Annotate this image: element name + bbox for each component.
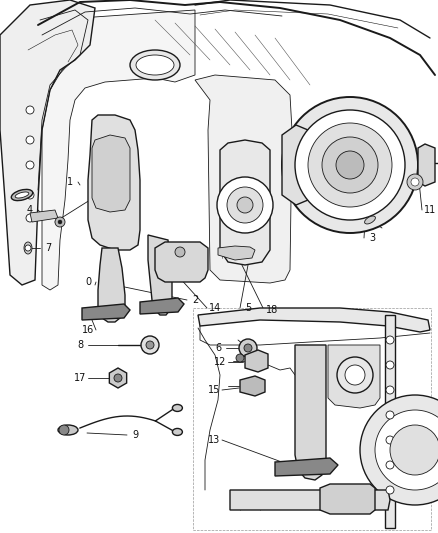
Polygon shape: [230, 490, 390, 510]
Polygon shape: [320, 484, 375, 514]
Circle shape: [114, 374, 122, 382]
Circle shape: [59, 425, 69, 435]
Text: 12: 12: [214, 357, 226, 367]
Circle shape: [386, 461, 394, 469]
Polygon shape: [195, 75, 292, 283]
Text: 15: 15: [208, 385, 220, 395]
Text: 4: 4: [27, 205, 33, 215]
Ellipse shape: [24, 242, 32, 254]
Text: 8: 8: [77, 340, 83, 350]
Text: 7: 7: [45, 243, 51, 253]
Text: 5: 5: [245, 303, 251, 313]
Text: 14: 14: [209, 303, 221, 313]
Circle shape: [244, 344, 252, 352]
Circle shape: [227, 187, 263, 223]
Circle shape: [141, 336, 159, 354]
Circle shape: [375, 410, 438, 490]
Circle shape: [55, 217, 65, 227]
Circle shape: [239, 339, 257, 357]
Polygon shape: [42, 10, 195, 290]
Polygon shape: [155, 242, 208, 282]
Ellipse shape: [130, 50, 180, 80]
Circle shape: [322, 137, 378, 193]
Polygon shape: [82, 304, 130, 320]
Polygon shape: [92, 135, 130, 212]
Ellipse shape: [15, 192, 29, 198]
Circle shape: [386, 386, 394, 394]
Polygon shape: [98, 248, 125, 322]
Polygon shape: [282, 125, 315, 205]
Polygon shape: [148, 235, 172, 315]
Ellipse shape: [173, 429, 182, 435]
Text: 3: 3: [369, 233, 375, 243]
Polygon shape: [385, 315, 395, 528]
Circle shape: [26, 106, 34, 114]
Circle shape: [26, 191, 34, 199]
Circle shape: [26, 161, 34, 169]
Circle shape: [58, 220, 62, 224]
Circle shape: [175, 247, 185, 257]
Circle shape: [411, 178, 419, 186]
Polygon shape: [218, 246, 255, 260]
Circle shape: [146, 341, 154, 349]
Polygon shape: [245, 350, 268, 372]
Circle shape: [386, 436, 394, 444]
Polygon shape: [140, 298, 184, 314]
Circle shape: [308, 123, 392, 207]
Text: 10: 10: [92, 195, 104, 205]
Circle shape: [407, 174, 423, 190]
Text: 18: 18: [266, 305, 278, 315]
Text: 2: 2: [192, 295, 198, 305]
Text: 16: 16: [82, 325, 94, 335]
Ellipse shape: [136, 55, 174, 75]
Text: 1: 1: [67, 177, 73, 187]
Circle shape: [386, 336, 394, 344]
Polygon shape: [88, 115, 140, 250]
Circle shape: [26, 214, 34, 222]
Circle shape: [26, 136, 34, 144]
Text: 17: 17: [74, 373, 86, 383]
Text: 11: 11: [424, 205, 436, 215]
Circle shape: [345, 365, 365, 385]
Circle shape: [217, 177, 273, 233]
Circle shape: [337, 357, 373, 393]
Polygon shape: [220, 140, 270, 265]
Circle shape: [236, 354, 244, 362]
Polygon shape: [328, 345, 380, 408]
Polygon shape: [30, 210, 58, 222]
Ellipse shape: [364, 216, 375, 224]
Circle shape: [386, 411, 394, 419]
Text: 9: 9: [132, 430, 138, 440]
Polygon shape: [275, 458, 338, 476]
Polygon shape: [198, 308, 430, 332]
Polygon shape: [110, 368, 127, 388]
Bar: [193, 308, 431, 530]
Circle shape: [386, 486, 394, 494]
Circle shape: [282, 97, 418, 233]
Circle shape: [237, 197, 253, 213]
Polygon shape: [295, 345, 326, 480]
Circle shape: [25, 245, 31, 251]
Text: 6: 6: [215, 343, 221, 353]
Ellipse shape: [11, 189, 33, 200]
Circle shape: [386, 361, 394, 369]
Text: 13: 13: [208, 435, 220, 445]
Ellipse shape: [173, 405, 182, 411]
Polygon shape: [0, 0, 95, 285]
Circle shape: [360, 395, 438, 505]
Ellipse shape: [58, 425, 78, 435]
Polygon shape: [418, 144, 435, 186]
Circle shape: [295, 110, 405, 220]
Circle shape: [336, 151, 364, 179]
Text: 0: 0: [85, 277, 91, 287]
Polygon shape: [240, 376, 265, 396]
Circle shape: [390, 425, 438, 475]
